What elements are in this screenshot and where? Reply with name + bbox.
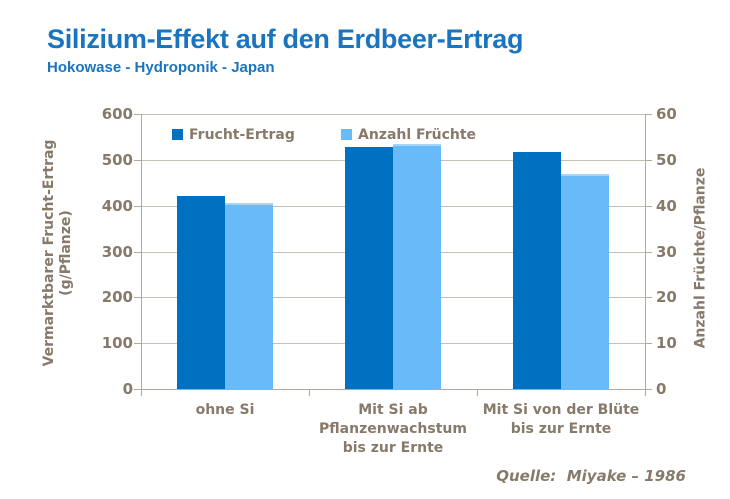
left-axis-tick-label: 400: [101, 197, 133, 215]
left-axis-title: Vermarktbarer Frucht-Ertrag (g/Pflanze): [41, 140, 75, 367]
bar-frucht-ertrag-1: [345, 147, 393, 389]
left-axis-tick: [134, 389, 141, 390]
x-axis-category-label: ohne Si: [195, 402, 255, 418]
right-axis-tick: [645, 114, 652, 115]
left-axis-tick-label: 500: [101, 151, 133, 169]
left-axis-tick: [134, 114, 141, 115]
right-axis-tick: [645, 297, 652, 298]
right-axis-tick-label: 50: [656, 151, 677, 169]
left-axis-tick: [134, 206, 141, 207]
x-axis-category-label: Mit Si ab Pflanzenwachstum bis zur Ernte: [319, 402, 467, 456]
bar-anzahl-fruechte-0: [225, 203, 273, 389]
legend-item-frucht-ertrag: Frucht-Ertrag: [172, 126, 295, 143]
source-citation: Quelle: Miyake – 1986: [496, 467, 686, 485]
chart-title: Silizium-Effekt auf den Erdbeer-Ertrag: [47, 24, 524, 54]
gridline: [141, 114, 645, 115]
left-axis-line: [141, 114, 142, 390]
bar-frucht-ertrag-0: [177, 196, 225, 389]
x-axis-tick: [141, 389, 142, 396]
left-axis-tick-label: 100: [101, 334, 133, 352]
legend-label-frucht-ertrag: Frucht-Ertrag: [189, 126, 295, 143]
right-axis-tick: [645, 343, 652, 344]
left-axis-title-line2: (g/Pflanze): [58, 210, 74, 296]
legend-item-anzahl-fruechte: Anzahl Früchte: [341, 126, 476, 143]
x-axis-category-label: Mit Si von der Blüte bis zur Ernte: [482, 402, 640, 437]
left-axis-tick: [134, 160, 141, 161]
x-axis-tick: [309, 389, 310, 396]
left-axis-tick-label: 200: [101, 288, 133, 306]
bar-anzahl-fruechte-2: [561, 174, 609, 389]
left-axis-title-line1: Vermarktbarer Frucht-Ertrag: [41, 139, 57, 367]
bar-frucht-ertrag-2: [513, 152, 561, 389]
left-axis-tick: [134, 297, 141, 298]
x-axis-tick: [645, 389, 646, 396]
right-axis-tick-label: 10: [656, 334, 677, 352]
legend-swatch-anzahl-fruechte: [341, 129, 352, 140]
left-axis-tick-label: 300: [101, 243, 133, 261]
right-axis-tick-label: 40: [656, 197, 677, 215]
chart-subtitle: Hokowase - Hydroponik - Japan: [47, 59, 275, 76]
bar-anzahl-fruechte-1: [393, 144, 441, 389]
left-axis-tick-label: 0: [122, 380, 133, 398]
legend-swatch-frucht-ertrag: [172, 129, 183, 140]
left-axis-tick: [134, 343, 141, 344]
left-axis-tick-label: 600: [101, 105, 133, 123]
right-axis-tick-label: 30: [656, 243, 677, 261]
right-axis-tick-label: 20: [656, 288, 677, 306]
bottom-axis-line: [141, 389, 646, 390]
right-axis-tick-label: 60: [656, 105, 677, 123]
right-axis-title: Anzahl Früchte/Pflanze: [692, 167, 709, 349]
right-axis-tick: [645, 206, 652, 207]
right-axis-line: [645, 114, 646, 390]
right-axis-tick-label: 0: [656, 380, 667, 398]
right-axis-tick: [645, 389, 652, 390]
right-axis-tick: [645, 160, 652, 161]
x-axis-tick: [477, 389, 478, 396]
right-axis-tick: [645, 252, 652, 253]
left-axis-tick: [134, 252, 141, 253]
legend-label-anzahl-fruechte: Anzahl Früchte: [358, 126, 477, 143]
